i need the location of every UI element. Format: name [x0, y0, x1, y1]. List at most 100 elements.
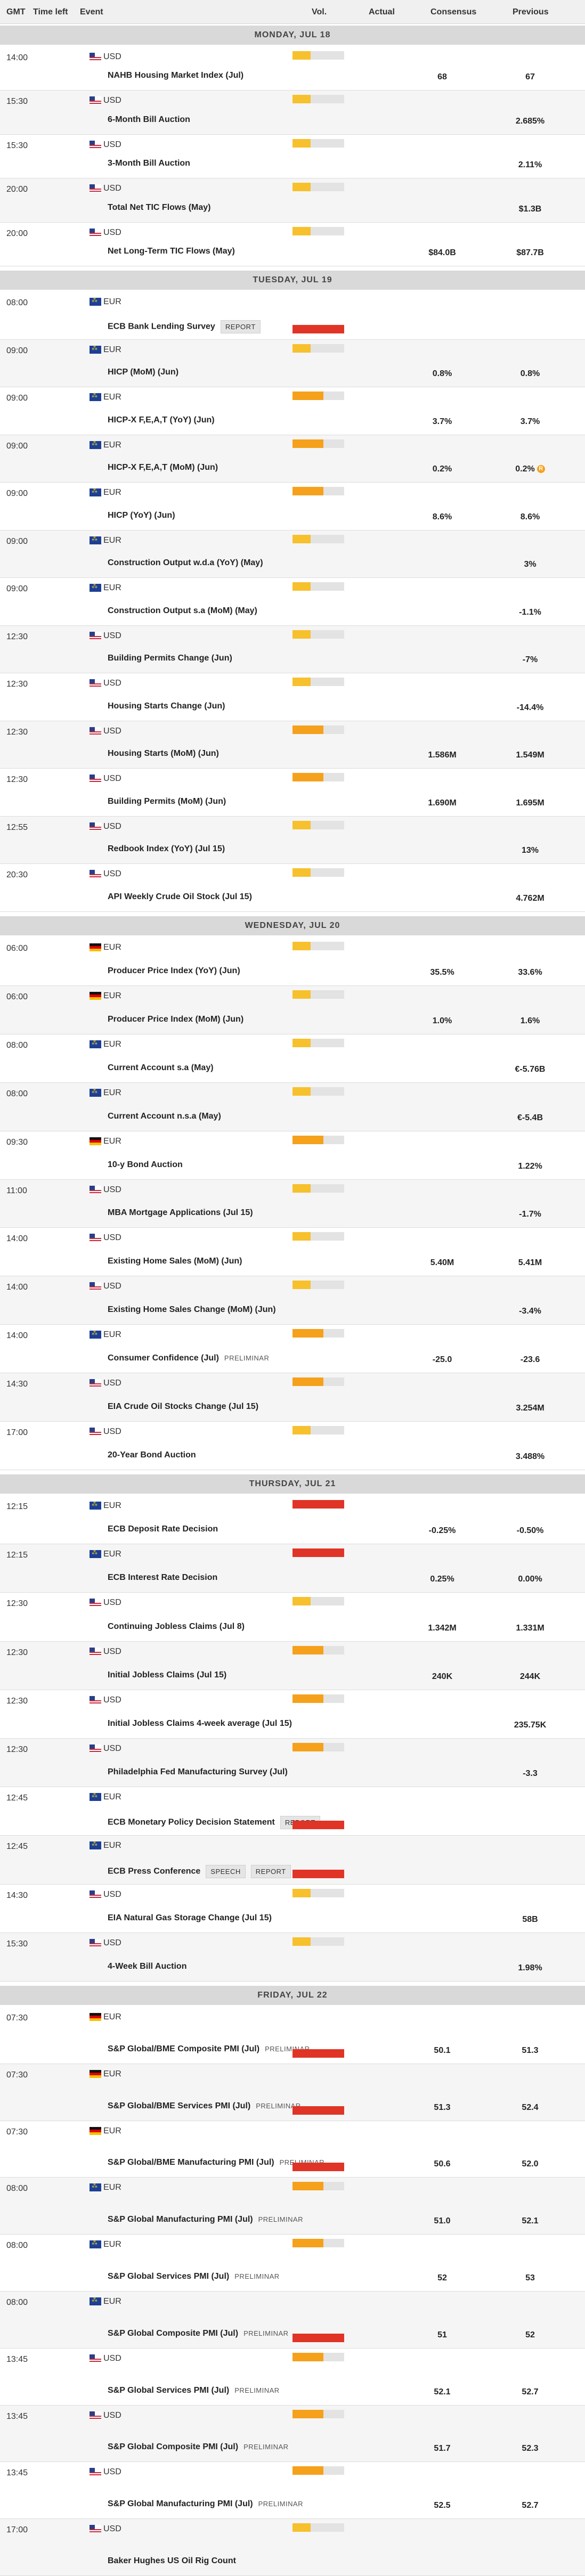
event-name[interactable]: NAHB Housing Market Index (Jul): [108, 71, 243, 80]
event-name[interactable]: HICP-X F,E,A,T (YoY) (Jun): [108, 415, 215, 425]
event-title[interactable]: S&P Global/BME Composite PMI (Jul): [108, 2044, 260, 2053]
event-title[interactable]: Existing Home Sales (MoM) (Jun): [108, 1257, 242, 1266]
event-title[interactable]: HICP (YoY) (Jun): [108, 510, 175, 520]
badge[interactable]: REPORT: [250, 1864, 291, 1878]
event-title[interactable]: ECB Interest Rate Decision: [108, 1573, 218, 1583]
event-name[interactable]: Continuing Jobless Claims (Jul 8): [108, 1622, 245, 1632]
event-title[interactable]: S&P Global/BME Services PMI (Jul): [108, 2101, 251, 2110]
event-row[interactable]: 20:00 USD Net Long-Term TIC Flows (May) $84…: [0, 222, 585, 266]
event-name[interactable]: Producer Price Index (YoY) (Jun): [108, 966, 240, 976]
event-name[interactable]: S&P Global Services PMI (Jul) PRELIMINAR: [108, 2386, 280, 2395]
event-name[interactable]: Initial Jobless Claims (Jul 15): [108, 1670, 226, 1680]
event-name[interactable]: S&P Global Manufacturing PMI (Jul) PRELIM…: [108, 2499, 303, 2509]
event-row[interactable]: 12:30 USD Housing Starts Change (Jun) -14.4…: [0, 673, 585, 721]
event-title[interactable]: Construction Output w.d.a (YoY) (May): [108, 558, 263, 568]
event-name[interactable]: ECB Deposit Rate Decision: [108, 1525, 218, 1534]
event-name[interactable]: S&P Global/BME Composite PMI (Jul) PRELIM…: [108, 2044, 310, 2054]
event-title[interactable]: Building Permits Change (Jun): [108, 654, 232, 663]
event-title[interactable]: HICP-X F,E,A,T (MoM) (Jun): [108, 463, 218, 472]
event-name[interactable]: Construction Output w.d.a (YoY) (May): [108, 558, 263, 568]
event-title[interactable]: EIA Crude Oil Stocks Change (Jul 15): [108, 1402, 259, 1412]
event-name[interactable]: 20-Year Bond Auction: [108, 1450, 196, 1460]
event-title[interactable]: 3-Month Bill Auction: [108, 159, 190, 168]
event-title[interactable]: Housing Starts Change (Jun): [108, 701, 225, 711]
event-title[interactable]: S&P Global Services PMI (Jul): [108, 2385, 230, 2395]
event-name[interactable]: S&P Global Services PMI (Jul) PRELIMINAR: [108, 2272, 280, 2281]
event-name[interactable]: MBA Mortgage Applications (Jul 15): [108, 1208, 253, 1218]
event-name[interactable]: S&P Global Composite PMI (Jul) PRELIMINAR: [108, 2442, 289, 2452]
event-title[interactable]: ECB Bank Lending Survey: [108, 322, 215, 331]
event-title[interactable]: 10-y Bond Auction: [108, 1160, 183, 1169]
event-name[interactable]: S&P Global Manufacturing PMI (Jul) PRELIM…: [108, 2215, 303, 2224]
event-row[interactable]: 14:30 USD EIA Natural Gas Storage Change (…: [0, 1884, 585, 1933]
event-row[interactable]: 12:30 USD Initial Jobless Claims 4-week av…: [0, 1690, 585, 1739]
event-title[interactable]: Philadelphia Fed Manufacturing Survey (J…: [108, 1767, 288, 1777]
event-row[interactable]: 09:00 EUR HICP (YoY) (Jun) 8.6% 8.6%: [0, 483, 585, 531]
event-title[interactable]: Existing Home Sales Change (MoM) (Jun): [108, 1305, 276, 1315]
event-title[interactable]: Consumer Confidence (Jul): [108, 1354, 219, 1363]
event-row[interactable]: 07:30 EUR S&P Global/BME Services PMI (Jul…: [0, 2064, 585, 2121]
event-row[interactable]: 12:30 USD Housing Starts (MoM) (Jun) 1.586M…: [0, 721, 585, 769]
event-name[interactable]: ECB Press Conference SPEECH REPORT: [108, 1864, 291, 1878]
event-name[interactable]: Total Net TIC Flows (May): [108, 203, 210, 213]
event-title[interactable]: 6-Month Bill Auction: [108, 115, 190, 124]
event-row[interactable]: 13:45 USD S&P Global Manufacturing PMI (Ju…: [0, 2462, 585, 2520]
event-row[interactable]: 12:15 EUR ECB Interest Rate Decision 0.25% 0…: [0, 1544, 585, 1593]
event-row[interactable]: 12:45 EUR ECB Monetary Policy Decision Sta…: [0, 1787, 585, 1836]
event-name[interactable]: 4-Week Bill Auction: [108, 1962, 186, 1971]
event-name[interactable]: ECB Monetary Policy Decision StatementRE…: [108, 1816, 320, 1830]
event-name[interactable]: EIA Crude Oil Stocks Change (Jul 15): [108, 1402, 258, 1412]
event-row[interactable]: 06:00 EUR Producer Price Index (YoY) (Jun)…: [0, 938, 585, 986]
event-row[interactable]: 13:45 USD S&P Global Composite PMI (Jul) PR…: [0, 2405, 585, 2463]
badge[interactable]: REPORT: [220, 320, 261, 333]
event-title[interactable]: Current Account s.a (May): [108, 1063, 214, 1072]
event-row[interactable]: 12:15 EUR ECB Deposit Rate Decision -0.25% -…: [0, 1496, 585, 1545]
event-row[interactable]: 14:00 USD Existing Home Sales (MoM) (Jun) 5…: [0, 1228, 585, 1277]
event-row[interactable]: 07:30 EUR S&P Global/BME Manufacturing PMI…: [0, 2121, 585, 2178]
event-name[interactable]: Net Long-Term TIC Flows (May): [108, 247, 235, 256]
event-row[interactable]: 08:00 EUR Current Account s.a (May) €-5.76B: [0, 1034, 585, 1083]
event-title[interactable]: MBA Mortgage Applications (Jul 15): [108, 1208, 253, 1218]
event-row[interactable]: 09:00 EUR Construction Output w.d.a (YoY) …: [0, 530, 585, 578]
event-title[interactable]: S&P Global Composite PMI (Jul): [108, 2328, 239, 2338]
event-name[interactable]: ECB Interest Rate Decision: [108, 1573, 217, 1583]
event-name[interactable]: S&P Global Composite PMI (Jul) PRELIMINAR: [108, 2329, 289, 2338]
event-title[interactable]: Building Permits (MoM) (Jun): [108, 796, 226, 806]
event-row[interactable]: 08:00 EUR ECB Bank Lending Survey REPORT: [0, 292, 585, 340]
event-row[interactable]: 12:30 USD Continuing Jobless Claims (Jul 8…: [0, 1593, 585, 1642]
event-name[interactable]: Current Account n.s.a (May): [108, 1112, 221, 1121]
event-title[interactable]: Baker Hughes US Oil Rig Count: [108, 2556, 236, 2565]
event-name[interactable]: Existing Home Sales (MoM) (Jun): [108, 1257, 242, 1266]
event-title[interactable]: Producer Price Index (YoY) (Jun): [108, 966, 240, 975]
event-title[interactable]: Initial Jobless Claims (Jul 15): [108, 1670, 227, 1680]
event-row[interactable]: 09:00EURHICP-X F,E,A,T (MoM) (Jun)0.2%0.…: [0, 435, 585, 483]
event-title[interactable]: S&P Global Manufacturing PMI (Jul): [108, 2499, 253, 2509]
event-title[interactable]: Producer Price Index (MoM) (Jun): [108, 1014, 244, 1024]
event-title[interactable]: Initial Jobless Claims 4-week average (J…: [108, 1718, 292, 1728]
event-title[interactable]: EIA Natural Gas Storage Change (Jul 15): [108, 1913, 272, 1922]
event-title[interactable]: NAHB Housing Market Index (Jul): [108, 71, 244, 80]
event-row[interactable]: 08:00 EUR S&P Global Services PMI (Jul) PRE…: [0, 2235, 585, 2292]
event-title[interactable]: 4-Week Bill Auction: [108, 1961, 187, 1971]
event-name[interactable]: ECB Bank Lending Survey REPORT: [108, 320, 261, 333]
event-title[interactable]: API Weekly Crude Oil Stock (Jul 15): [108, 892, 252, 901]
event-title[interactable]: ECB Deposit Rate Decision: [108, 1525, 218, 1534]
event-title[interactable]: S&P Global Services PMI (Jul): [108, 2271, 230, 2281]
event-row[interactable]: 20:30 USD API Weekly Crude Oil Stock (Jul …: [0, 864, 585, 912]
event-row[interactable]: 06:00 EUR Producer Price Index (MoM) (Jun)…: [0, 985, 585, 1034]
event-row[interactable]: 09:00 EUR Construction Output s.a (MoM) (M…: [0, 578, 585, 626]
event-name[interactable]: HICP (MoM) (Jun): [108, 368, 178, 377]
event-row[interactable]: 08:00 EUR S&P Global Composite PMI (Jul) PR…: [0, 2292, 585, 2349]
event-row[interactable]: 09:00 EUR HICP-X F,E,A,T (YoY) (Jun) 3.7% 3.…: [0, 387, 585, 435]
event-name[interactable]: Current Account s.a (May): [108, 1063, 214, 1073]
event-row[interactable]: 14:00 EUR Consumer Confidence (Jul) PRELIMI…: [0, 1325, 585, 1374]
event-row[interactable]: 12:45 EUR ECB Press Conference SPEECH REPORT: [0, 1836, 585, 1885]
event-row[interactable]: 12:55 USD Redbook Index (YoY) (Jul 15) 13%: [0, 816, 585, 865]
event-row[interactable]: 11:00 USD MBA Mortgage Applications (Jul 1…: [0, 1179, 585, 1228]
event-row[interactable]: 12:30 USD Initial Jobless Claims (Jul 15) 2…: [0, 1641, 585, 1690]
event-name[interactable]: API Weekly Crude Oil Stock (Jul 15): [108, 892, 252, 902]
event-name[interactable]: Building Permits (MoM) (Jun): [108, 797, 226, 806]
event-title[interactable]: Continuing Jobless Claims (Jul 8): [108, 1621, 245, 1631]
event-row[interactable]: 09:00 EUR HICP (MoM) (Jun) 0.8% 0.8%: [0, 339, 585, 388]
event-name[interactable]: 3-Month Bill Auction: [108, 159, 190, 168]
